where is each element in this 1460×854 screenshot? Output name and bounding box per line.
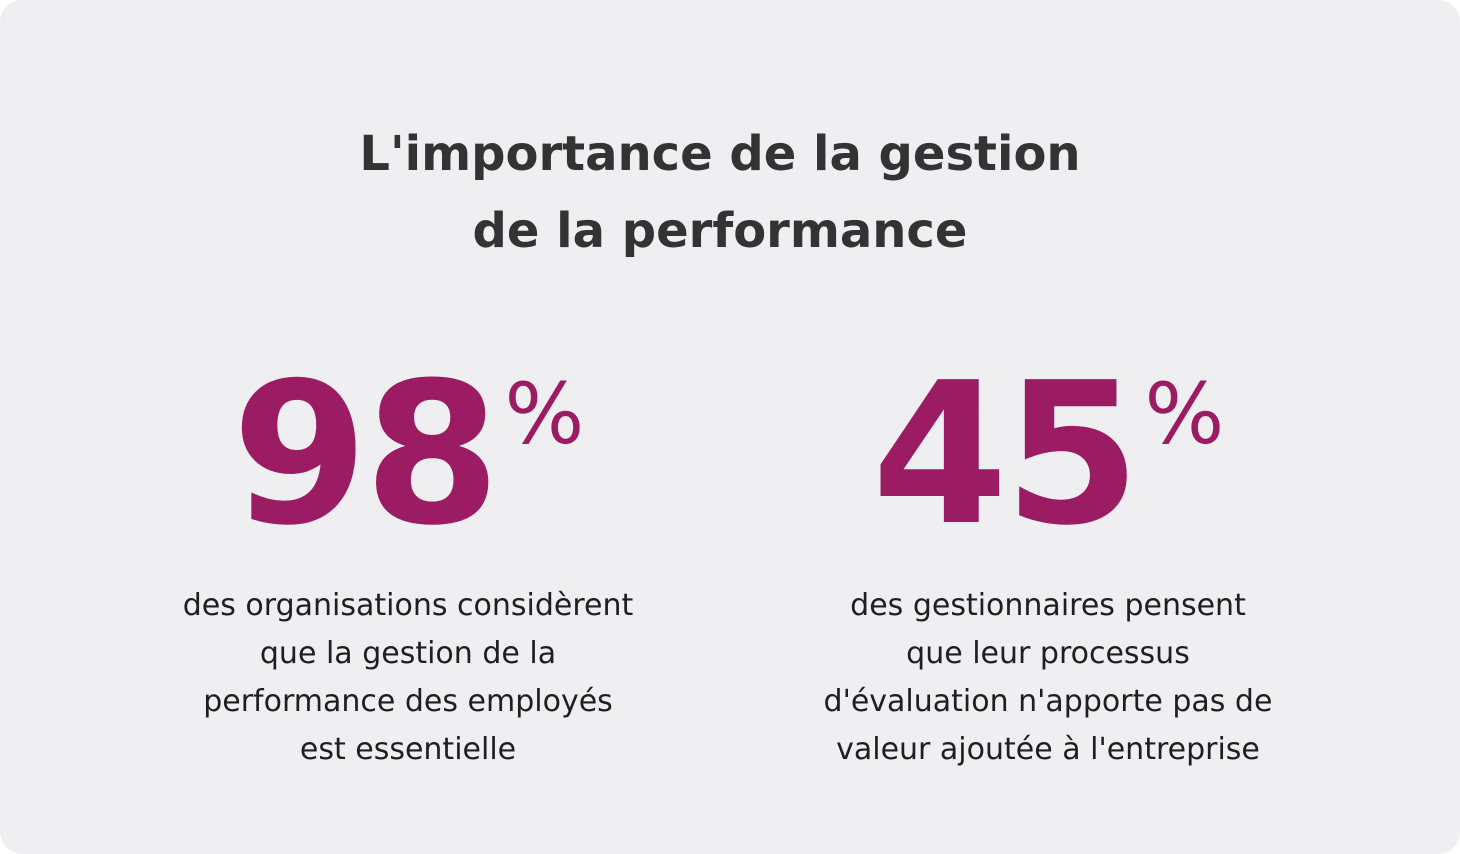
description-line: valeur ajoutée à l'entreprise bbox=[836, 732, 1260, 767]
percent-sign: % bbox=[1144, 365, 1225, 463]
description-line: performance des employés bbox=[203, 684, 613, 719]
stat-gestionnaires: 45% des gestionnaires pensent que leur p… bbox=[748, 341, 1348, 774]
stat-figure: 45% bbox=[748, 341, 1348, 569]
description-line: que la gestion de la bbox=[259, 636, 557, 671]
description-line: des gestionnaires pensent bbox=[850, 588, 1246, 623]
stat-description: des gestionnaires pensent que leur proce… bbox=[748, 582, 1348, 774]
description-line: est essentielle bbox=[299, 732, 517, 767]
stat-description: des organisations considèrent que la ges… bbox=[108, 582, 708, 774]
description-line: que leur processus bbox=[906, 636, 1190, 671]
stat-value: 98 bbox=[231, 341, 501, 569]
description-line: d'évaluation n'apporte pas de bbox=[823, 684, 1273, 719]
stat-figure: 98% bbox=[108, 341, 708, 569]
stat-value: 45 bbox=[871, 341, 1141, 569]
page-title: L'importance de la gestion de la perform… bbox=[0, 116, 1440, 270]
title-line-1: L'importance de la gestion bbox=[359, 126, 1081, 182]
title-line-2: de la performance bbox=[472, 203, 968, 259]
stat-organisations: 98% des organisations considèrent que la… bbox=[108, 341, 708, 774]
description-line: des organisations considèrent bbox=[182, 588, 634, 623]
percent-sign: % bbox=[504, 365, 585, 463]
